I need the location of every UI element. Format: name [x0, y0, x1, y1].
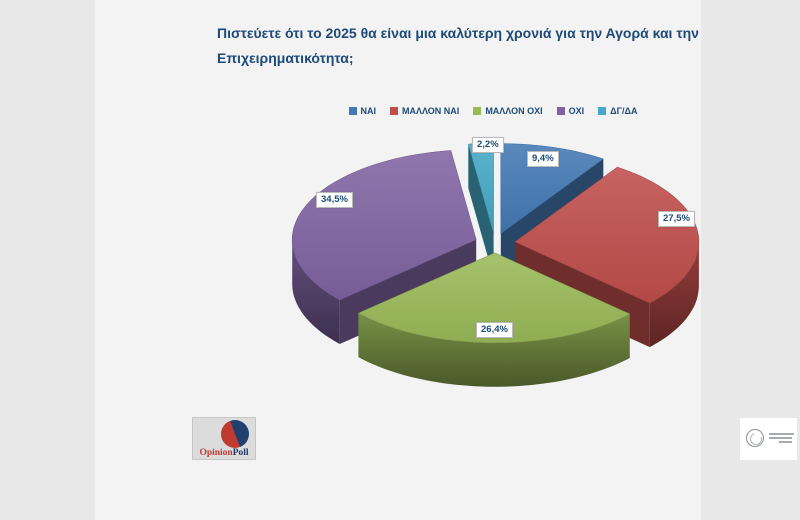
- legend-item-mallon-nai: ΜΑΛΛΟΝ ΝΑΙ: [390, 106, 459, 116]
- opinionpoll-wordmark: OpinionPoll: [193, 448, 255, 458]
- chart-legend: ΝΑΙ ΜΑΛΛΟΝ ΝΑΙ ΜΑΛΛΟΝ ΟΧΙ ΟΧΙ ΔΓ/ΔΑ: [190, 106, 796, 116]
- data-label-dg-da: 2,2%: [472, 137, 504, 153]
- chamber-emblem-logo: [740, 418, 797, 460]
- data-label-mallon-nai: 27,5%: [658, 211, 695, 227]
- legend-label-mallon-oxi: ΜΑΛΛΟΝ ΟΧΙ: [485, 106, 543, 116]
- emblem-seal-icon: [746, 429, 764, 447]
- legend-item-nai: ΝΑΙ: [348, 106, 377, 116]
- legend-swatch-oxi: [556, 107, 565, 115]
- legend-swatch-nai: [348, 107, 357, 115]
- legend-swatch-mallon-oxi: [473, 107, 482, 115]
- emblem-text-illegible: [769, 433, 795, 445]
- data-label-nai: 9,4%: [527, 151, 559, 167]
- legend-label-mallon-nai: ΜΑΛΛΟΝ ΝΑΙ: [402, 106, 460, 116]
- chart-title: Πιστεύετε ότι το 2025 θα είναι μια καλύτ…: [217, 21, 699, 71]
- legend-swatch-mallon-nai: [390, 107, 399, 115]
- pie-chart-3d: [291, 142, 700, 387]
- opinionpoll-logo: OpinionPoll: [192, 417, 256, 460]
- legend-item-dg-da: ΔΓ/ΔΑ: [598, 106, 637, 116]
- data-label-mallon-oxi: 26,4%: [476, 322, 513, 338]
- chart-title-line-1: Πιστεύετε ότι το 2025 θα είναι μια καλύτ…: [217, 25, 699, 41]
- chart-title-line-2: Επιχειρηματικότητα;: [217, 50, 354, 66]
- legend-label-nai: ΝΑΙ: [360, 106, 377, 116]
- slide-canvas: Πιστεύετε ότι το 2025 θα είναι μια καλύτ…: [95, 0, 797, 520]
- legend-label-dg-da: ΔΓ/ΔΑ: [610, 106, 638, 116]
- opinionpoll-word-navy: Poll: [232, 448, 249, 458]
- legend-label-oxi: ΟΧΙ: [568, 106, 585, 116]
- legend-swatch-dg-da: [598, 107, 607, 115]
- legend-item-mallon-oxi: ΜΑΛΛΟΝ ΟΧΙ: [473, 106, 543, 116]
- data-label-oxi: 34,5%: [316, 192, 353, 208]
- opinionpoll-pie-icon: [221, 420, 249, 448]
- opinionpoll-word-red: Opinion: [199, 448, 233, 458]
- legend-item-oxi: ΟΧΙ: [556, 106, 585, 116]
